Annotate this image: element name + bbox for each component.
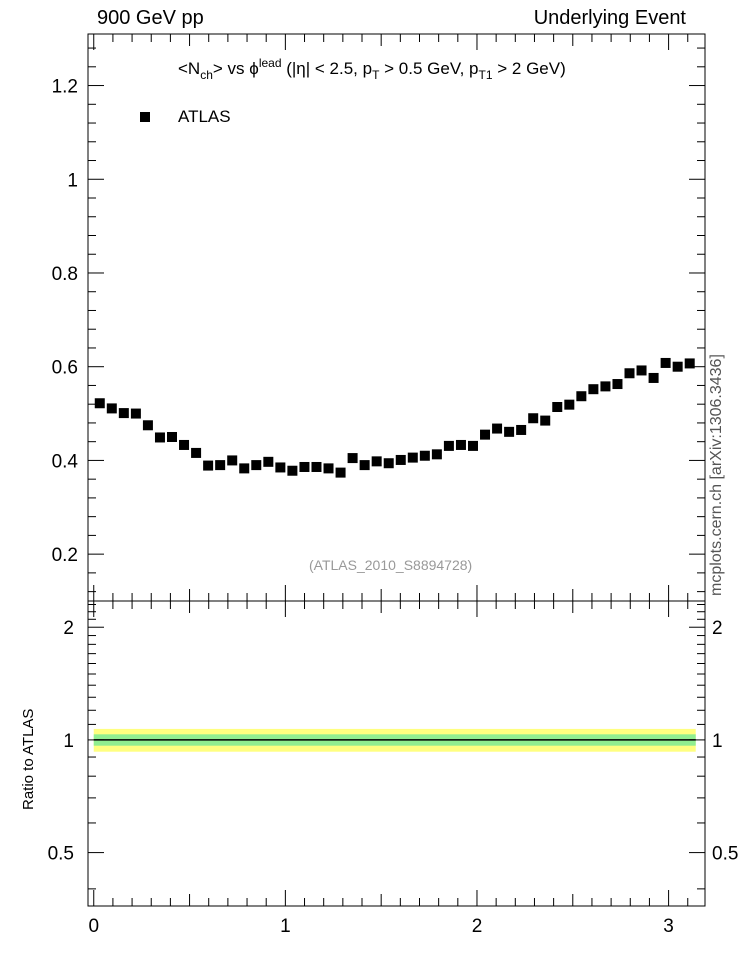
data-point bbox=[142, 420, 153, 431]
data-point bbox=[648, 372, 659, 383]
data-point bbox=[167, 431, 178, 442]
main-plot-ticks: 0.2 0.4 0.6 0.8 1 1.2 bbox=[52, 34, 705, 601]
data-point bbox=[660, 357, 671, 368]
data-point bbox=[154, 432, 165, 443]
data-point bbox=[395, 454, 406, 465]
data-point bbox=[431, 449, 442, 460]
data-point bbox=[419, 450, 430, 461]
data-point bbox=[672, 361, 683, 372]
data-point bbox=[383, 458, 394, 469]
data-point bbox=[612, 379, 623, 390]
data-point bbox=[287, 465, 298, 476]
x-tick-label: 0 bbox=[88, 916, 99, 937]
data-point bbox=[552, 402, 563, 413]
atlas-data-points bbox=[94, 357, 695, 478]
header-left-label: 900 GeV pp bbox=[97, 7, 204, 29]
data-point bbox=[215, 460, 226, 471]
data-point bbox=[227, 455, 238, 466]
data-point bbox=[564, 399, 575, 410]
data-point bbox=[239, 463, 250, 474]
data-point bbox=[455, 439, 466, 450]
data-point bbox=[492, 423, 503, 434]
data-point bbox=[576, 391, 587, 402]
data-point bbox=[636, 365, 647, 376]
data-point bbox=[371, 456, 382, 467]
data-point bbox=[624, 368, 635, 379]
legend-label: ATLAS bbox=[178, 107, 231, 126]
data-point bbox=[443, 440, 454, 451]
data-point bbox=[275, 462, 286, 473]
data-point bbox=[191, 447, 202, 458]
header-right-label: Underlying Event bbox=[533, 7, 686, 29]
data-point bbox=[684, 358, 695, 369]
side-note: mcplots.cern.ch [arXiv:1306.3436] bbox=[708, 354, 725, 596]
plot-title: <Nch> vs ϕlead (|η| < 2.5, pT > 0.5 GeV,… bbox=[178, 56, 566, 82]
x-tick-label: 3 bbox=[663, 916, 674, 937]
data-point bbox=[467, 440, 478, 451]
reference-analysis-label: (ATLAS_2010_S8894728) bbox=[309, 557, 473, 573]
data-point bbox=[407, 452, 418, 463]
y-tick-label: 0.4 bbox=[52, 451, 79, 472]
data-point bbox=[528, 413, 539, 424]
data-point bbox=[251, 460, 262, 471]
x-tick-label: 1 bbox=[280, 916, 291, 937]
data-point bbox=[600, 381, 611, 392]
data-point bbox=[480, 429, 491, 440]
ratio-plot-frame bbox=[87, 600, 706, 907]
data-point bbox=[118, 408, 129, 419]
y-tick-label: 0.6 bbox=[52, 358, 78, 379]
ratio-y-tick-label-right: 0.5 bbox=[712, 844, 738, 865]
ratio-plot-ticks: 0.5 0.5 1 1 2 2 0 1 2 3 bbox=[48, 601, 738, 937]
x-tick-label: 2 bbox=[472, 916, 483, 937]
ratio-y-tick-label-left: 2 bbox=[63, 618, 74, 639]
main-plot-panel: 0.2 0.4 0.6 0.8 1 1.2 bbox=[52, 33, 706, 602]
data-point bbox=[347, 453, 358, 464]
data-point bbox=[106, 403, 117, 414]
ratio-y-tick-label-right: 1 bbox=[712, 731, 723, 752]
data-point bbox=[504, 426, 515, 437]
data-point bbox=[540, 415, 551, 426]
data-point bbox=[335, 467, 346, 478]
data-point bbox=[588, 384, 599, 395]
y-tick-label: 1.2 bbox=[52, 77, 78, 98]
data-point bbox=[311, 461, 322, 472]
legend-marker-square bbox=[140, 112, 150, 122]
ratio-y-tick-label-left: 0.5 bbox=[48, 844, 74, 865]
y-tick-label: 0.2 bbox=[52, 545, 78, 566]
ratio-y-axis-label: Ratio to ATLAS bbox=[20, 708, 37, 810]
y-tick-label: 0.8 bbox=[52, 264, 78, 285]
data-point bbox=[263, 456, 274, 467]
data-point bbox=[179, 439, 190, 450]
data-point bbox=[299, 461, 310, 472]
y-tick-label: 1 bbox=[67, 170, 78, 191]
data-point bbox=[516, 424, 527, 435]
data-point bbox=[203, 460, 214, 471]
ratio-plot-panel: 0.5 0.5 1 1 2 2 0 1 2 3 bbox=[48, 600, 738, 937]
ratio-y-tick-label-right: 2 bbox=[712, 618, 723, 639]
data-point bbox=[94, 398, 105, 409]
ratio-y-tick-label-left: 1 bbox=[63, 731, 74, 752]
data-point bbox=[323, 463, 334, 474]
data-point bbox=[359, 460, 370, 471]
ratio-uncertainty-bands bbox=[93, 728, 696, 752]
data-point bbox=[130, 408, 141, 419]
